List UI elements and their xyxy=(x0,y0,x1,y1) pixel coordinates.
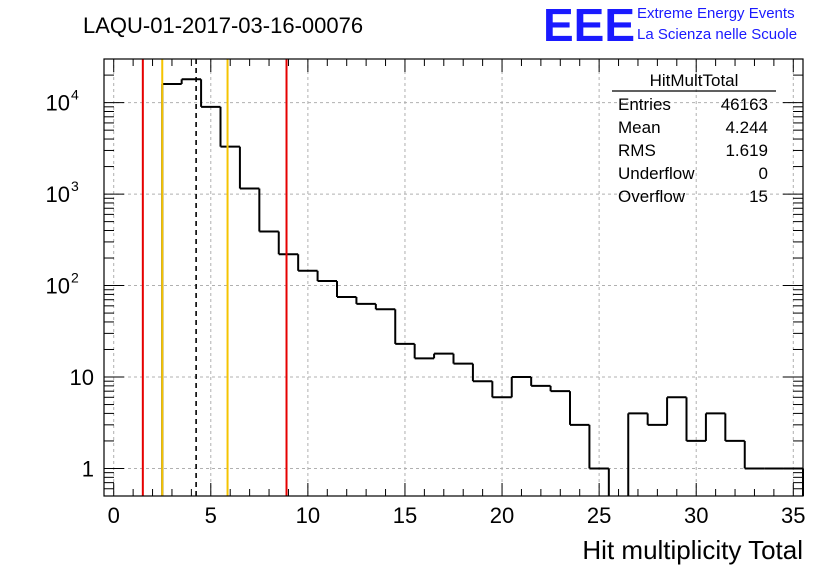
y-tick-exponent: 4 xyxy=(71,87,79,103)
stats-title: HitMultTotal xyxy=(650,71,739,90)
stats-value: 15 xyxy=(749,187,768,206)
x-tick-label: 25 xyxy=(587,503,611,528)
chart-title: LAQU-01-2017-03-16-00076 xyxy=(83,13,363,38)
stats-value: 46163 xyxy=(721,95,768,114)
logo-mark: EEE xyxy=(543,0,635,51)
stats-value: 4.244 xyxy=(725,118,768,137)
x-axis-ticks: 0 5 10 15 20 25 30 35 xyxy=(108,59,806,528)
y-tick-exponent: 3 xyxy=(71,178,79,194)
logo-line-2: La Scienza nelle Scuole xyxy=(637,26,797,43)
x-tick-label: 30 xyxy=(684,503,708,528)
stats-rows: Entries 46163 Mean 4.244 RMS 1.619 Underflow 0 O… xyxy=(618,95,768,206)
stats-value: 1.619 xyxy=(725,141,768,160)
y-tick-label: 1 xyxy=(82,456,94,481)
x-tick-label: 20 xyxy=(490,503,514,528)
stats-label: Overflow xyxy=(618,187,686,206)
stats-label: RMS xyxy=(618,141,656,160)
logo-line-1: Extreme Energy Events xyxy=(637,5,795,22)
y-tick-label: 10 xyxy=(46,274,70,299)
y-tick-label: 10 xyxy=(46,182,70,207)
stats-label: Underflow xyxy=(618,164,695,183)
x-tick-label: 15 xyxy=(393,503,417,528)
eee-logo: EEE Extreme Energy Events La Scienza nel… xyxy=(543,0,797,51)
x-tick-label: 0 xyxy=(108,503,120,528)
x-tick-label: 10 xyxy=(296,503,320,528)
x-tick-label: 5 xyxy=(205,503,217,528)
y-tick-label: 10 xyxy=(46,91,70,116)
plot-frame xyxy=(103,58,804,497)
grid xyxy=(104,59,803,496)
x-tick-label: 35 xyxy=(781,503,805,528)
stats-label: Mean xyxy=(618,118,661,137)
stats-value: 0 xyxy=(759,164,768,183)
y-tick-label: 10 xyxy=(70,365,94,390)
threshold-lines xyxy=(141,59,288,496)
stats-label: Entries xyxy=(618,95,671,114)
stats-box: HitMultTotal Entries 46163 Mean 4.244 RMS 1.6… xyxy=(612,71,776,206)
y-tick-exponent: 2 xyxy=(71,270,79,286)
x-axis-label: Hit multiplicity Total xyxy=(582,535,803,565)
